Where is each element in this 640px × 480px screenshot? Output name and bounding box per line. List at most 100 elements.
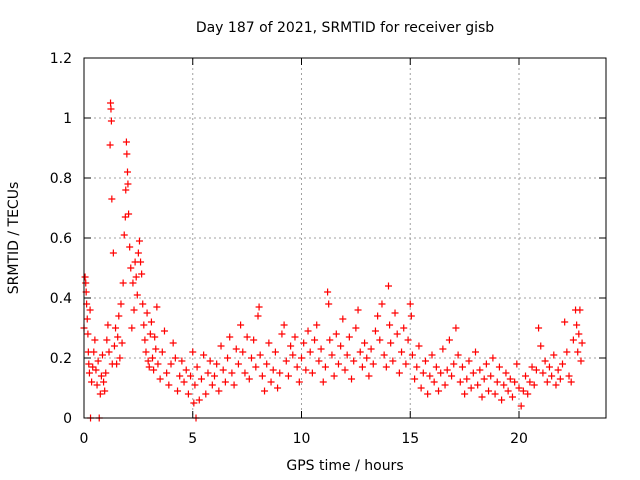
data-point: [474, 381, 482, 389]
data-point: [133, 291, 141, 299]
data-point: [454, 351, 462, 359]
data-point: [393, 330, 401, 338]
data-point: [508, 393, 516, 401]
data-point: [415, 342, 423, 350]
data-point: [315, 357, 323, 365]
data-point: [567, 378, 575, 386]
data-point: [158, 348, 166, 356]
data-point: [469, 369, 477, 377]
data-point: [493, 378, 501, 386]
data-point: [287, 342, 295, 350]
data-point: [137, 258, 145, 266]
data-point: [271, 348, 279, 356]
chart-title: Day 187 of 2021, SRMTID for receiver gis…: [196, 20, 494, 36]
y-tick-label: 0.4: [50, 291, 72, 307]
data-point: [134, 249, 142, 257]
y-tick-label: 1: [63, 111, 72, 127]
data-point: [146, 330, 154, 338]
data-point: [265, 339, 273, 347]
data-point: [144, 357, 152, 365]
data-point: [519, 387, 527, 395]
data-point: [293, 363, 301, 371]
data-point: [332, 330, 340, 338]
data-point: [543, 378, 551, 386]
data-point: [417, 384, 425, 392]
data-point: [565, 372, 573, 380]
data-point: [230, 381, 238, 389]
data-point: [348, 375, 356, 383]
data-point: [252, 363, 260, 371]
data-point: [556, 375, 564, 383]
data-point: [190, 399, 198, 407]
data-point: [576, 306, 584, 314]
data-point: [437, 369, 445, 377]
data-point: [202, 390, 210, 398]
data-point: [280, 321, 288, 329]
data-point: [511, 378, 519, 386]
data-point: [191, 381, 199, 389]
data-point: [324, 288, 332, 296]
data-point: [430, 378, 438, 386]
data-point: [308, 369, 316, 377]
data-point: [443, 366, 451, 374]
data-point: [428, 351, 436, 359]
data-point: [363, 354, 371, 362]
data-point: [103, 336, 111, 344]
data-point: [208, 381, 216, 389]
data-point: [358, 363, 366, 371]
data-point: [204, 369, 212, 377]
data-point: [421, 357, 429, 365]
data-point: [319, 378, 327, 386]
data-point: [100, 378, 108, 386]
data-point: [147, 318, 155, 326]
data-point: [206, 357, 214, 365]
data-point: [151, 333, 159, 341]
data-point: [552, 381, 560, 389]
data-point: [445, 336, 453, 344]
data-point: [126, 243, 134, 251]
data-point: [574, 348, 582, 356]
data-point: [424, 390, 432, 398]
data-point: [165, 381, 173, 389]
data-points: [80, 99, 586, 422]
data-point: [304, 327, 312, 335]
data-point: [413, 363, 421, 371]
data-point: [197, 375, 205, 383]
data-point: [311, 336, 319, 344]
data-point: [435, 387, 443, 395]
data-point: [256, 351, 264, 359]
data-point: [138, 270, 146, 278]
x-tick-label: 5: [188, 431, 197, 447]
data-point: [537, 342, 545, 350]
data-point: [97, 372, 105, 380]
data-point: [239, 348, 247, 356]
data-point: [245, 375, 253, 383]
data-point: [441, 381, 449, 389]
data-point: [330, 372, 338, 380]
data-point: [200, 351, 208, 359]
data-point: [465, 357, 473, 365]
data-point: [480, 375, 488, 383]
data-point: [145, 363, 153, 371]
data-point: [374, 312, 382, 320]
data-point: [367, 345, 375, 353]
data-point: [109, 249, 117, 257]
y-tick-label: 0.8: [50, 171, 72, 187]
data-point: [269, 366, 277, 374]
data-point: [263, 360, 271, 368]
data-point: [500, 381, 508, 389]
data-point: [317, 345, 325, 353]
data-point: [489, 354, 497, 362]
data-point: [382, 363, 390, 371]
data-point: [125, 210, 133, 218]
data-point: [94, 357, 102, 365]
data-point: [467, 384, 475, 392]
data-point: [524, 390, 532, 398]
data-point: [117, 300, 125, 308]
data-point: [226, 333, 234, 341]
data-point: [554, 366, 562, 374]
data-point: [105, 348, 113, 356]
data-point: [325, 300, 333, 308]
data-point: [107, 105, 115, 113]
data-point: [110, 342, 118, 350]
